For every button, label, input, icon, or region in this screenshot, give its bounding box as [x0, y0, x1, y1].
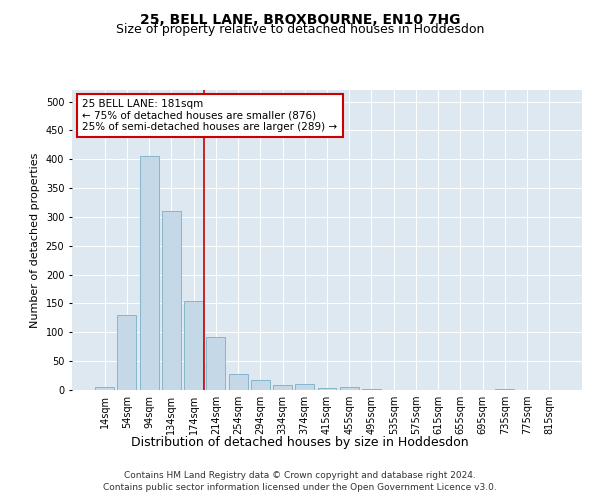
Bar	[317, 388, 337, 390]
Bar	[206, 337, 225, 390]
Bar	[118, 315, 136, 390]
Text: 25, BELL LANE, BROXBOURNE, EN10 7HG: 25, BELL LANE, BROXBOURNE, EN10 7HG	[140, 12, 460, 26]
Bar	[251, 380, 270, 390]
Bar	[340, 387, 359, 390]
Bar	[229, 374, 248, 390]
Bar	[273, 386, 292, 390]
Text: Size of property relative to detached houses in Hoddesdon: Size of property relative to detached ho…	[116, 22, 484, 36]
Y-axis label: Number of detached properties: Number of detached properties	[30, 152, 40, 328]
Text: Distribution of detached houses by size in Hoddesdon: Distribution of detached houses by size …	[131, 436, 469, 449]
Text: 25 BELL LANE: 181sqm
← 75% of detached houses are smaller (876)
25% of semi-deta: 25 BELL LANE: 181sqm ← 75% of detached h…	[82, 99, 337, 132]
Text: Contains HM Land Registry data © Crown copyright and database right 2024.: Contains HM Land Registry data © Crown c…	[124, 471, 476, 480]
Bar	[184, 300, 203, 390]
Bar	[140, 156, 158, 390]
Bar	[95, 387, 114, 390]
Bar	[295, 384, 314, 390]
Bar	[162, 211, 181, 390]
Text: Contains public sector information licensed under the Open Government Licence v3: Contains public sector information licen…	[103, 484, 497, 492]
